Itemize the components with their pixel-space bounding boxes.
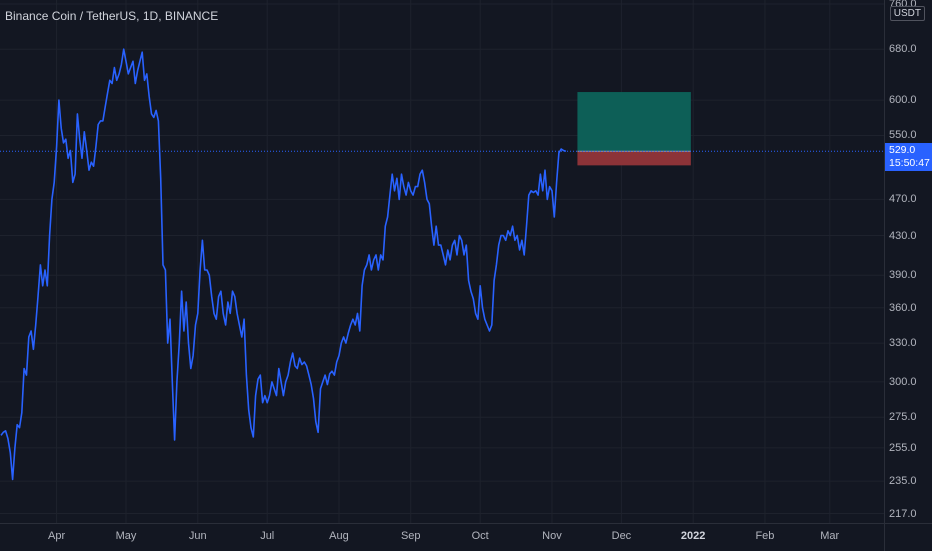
price-tick-label: 300.0	[889, 375, 917, 388]
time-tick-label: Dec	[611, 530, 632, 542]
last-price-value: 529.0	[889, 144, 916, 157]
price-tick-label: 680.0	[889, 43, 917, 56]
price-tick-label: 275.0	[889, 411, 917, 424]
price-line[interactable]	[0, 48, 567, 481]
price-tick-label: 217.0	[889, 507, 917, 520]
long-position-tool	[577, 92, 691, 166]
time-tick-label: Apr	[47, 530, 66, 542]
symbol-title: Binance Coin / TetherUS, 1D, BINANCE	[5, 9, 219, 23]
time-tick-label: Mar	[820, 530, 840, 542]
time-tick-label: Jun	[188, 530, 207, 542]
profit-zone[interactable]	[577, 92, 691, 152]
price-chart[interactable]	[0, 0, 884, 523]
price-tick-label: 330.0	[889, 337, 917, 350]
time-tick-label: Feb	[755, 530, 775, 542]
price-series	[0, 48, 884, 481]
bar-countdown: 15:50:47	[889, 157, 930, 170]
price-tick-label: 255.0	[889, 441, 917, 454]
price-tick-label: 470.0	[889, 193, 917, 206]
time-tick-label: Aug	[329, 530, 349, 542]
time-tick-label: Nov	[542, 530, 562, 542]
time-tick-label: Jul	[260, 530, 275, 542]
price-tick-label: 360.0	[889, 301, 917, 314]
time-tick-label: Oct	[471, 530, 489, 542]
price-tick-label: 235.0	[889, 475, 917, 488]
time-tick-label: Sep	[400, 530, 421, 542]
price-tick-label: 600.0	[889, 94, 917, 107]
time-axis[interactable]: Apr May Jun Jul Aug Sep Oct Nov Dec 2022 Feb Mar	[0, 523, 884, 551]
price-tick-label: 430.0	[889, 229, 917, 242]
axis-corner	[884, 523, 932, 551]
stop-loss-zone[interactable]	[577, 151, 691, 166]
chart-area[interactable]: Binance Coin / TetherUS, 1D, BINANCE	[0, 0, 884, 523]
price-tick-label: 760.0	[889, 0, 917, 10]
currency-badge[interactable]: USDT	[889, 6, 925, 21]
time-tick-label: 2022	[680, 530, 706, 542]
grid-lines	[0, 0, 884, 523]
time-tick-label: May	[115, 530, 137, 542]
price-axis[interactable]: USDT 217.0 235.0 255.0 275.0 300.0 330.0 360.0…	[884, 0, 932, 523]
last-price-tag: 529.0 15:50:47	[885, 143, 932, 172]
price-tick-label: 550.0	[889, 129, 917, 142]
price-tick-label: 390.0	[889, 269, 917, 282]
